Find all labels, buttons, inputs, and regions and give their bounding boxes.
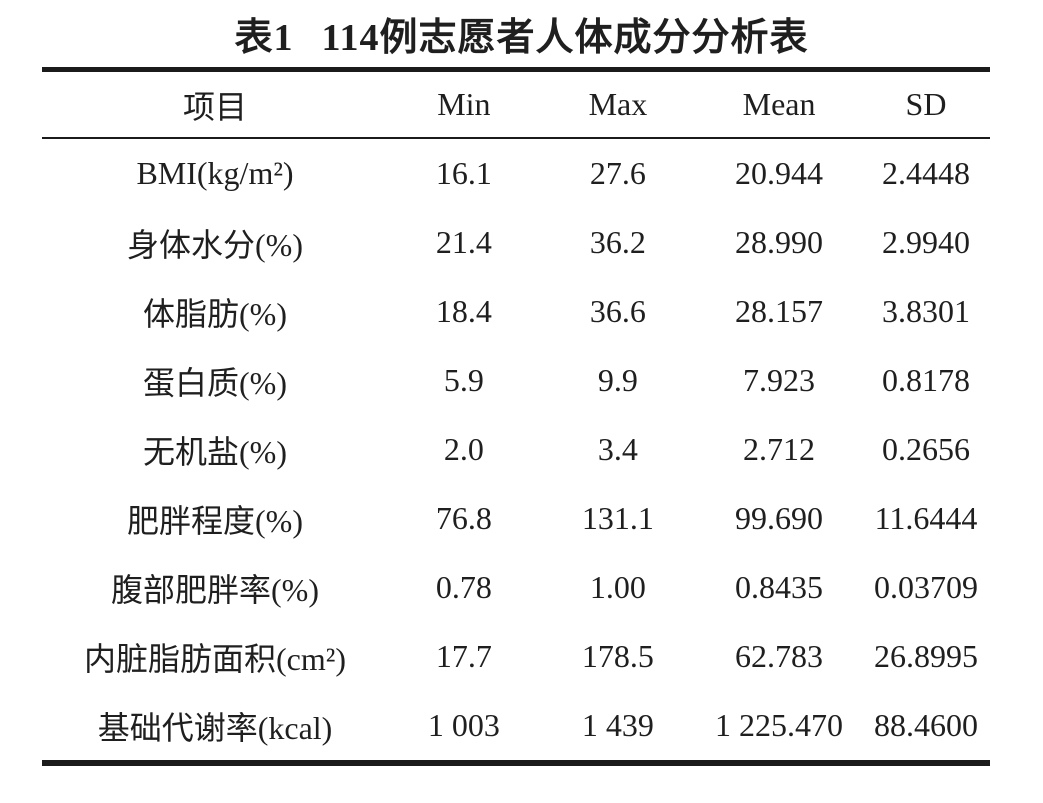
table-row: BMI(kg/m²) 16.1 27.6 20.944 2.4448 <box>42 138 990 208</box>
cell-mean: 20.944 <box>735 155 824 191</box>
cell-max: 131.1 <box>581 500 654 536</box>
cell-max: 1 439 <box>581 707 654 743</box>
cell-max: 27.6 <box>589 155 646 191</box>
cell-sd: 0.2656 <box>882 431 970 467</box>
cell-mean: 99.690 <box>735 500 824 536</box>
table-row: 蛋白质(%) 5.9 9.9 7.923 0.8178 <box>42 346 990 415</box>
column-header-sd: SD <box>862 69 990 139</box>
table-title-text: 114例志愿者人体成分分析表 <box>321 17 809 59</box>
cell-min: 0.78 <box>435 569 492 605</box>
row-label: 腹部肥胖率(%) <box>111 571 319 608</box>
cell-sd: 11.6444 <box>874 500 978 536</box>
row-label: 体脂肪(%) <box>143 295 287 332</box>
table-row: 体脂肪(%) 18.4 36.6 28.157 3.8301 <box>42 277 990 346</box>
table-title: 表1 114例志愿者人体成分分析表 <box>0 0 1043 67</box>
cell-min: 5.9 <box>443 362 484 398</box>
cell-max: 1.00 <box>589 569 646 605</box>
cell-min: 1 003 <box>427 707 500 743</box>
table-row: 内脏脂肪面积(cm²) 17.7 178.5 62.783 26.8995 <box>42 622 990 691</box>
column-header-max: Max <box>539 69 697 139</box>
cell-max: 178.5 <box>581 638 654 674</box>
cell-mean: 7.923 <box>743 362 816 398</box>
cell-sd: 2.4448 <box>882 155 970 191</box>
table-number: 表1 <box>234 17 294 59</box>
row-label: 蛋白质(%) <box>143 364 287 401</box>
cell-min: 76.8 <box>435 500 492 536</box>
cell-mean: 0.8435 <box>735 569 824 605</box>
column-header-min: Min <box>388 69 540 139</box>
column-header-mean: Mean <box>696 69 862 139</box>
cell-max: 3.4 <box>597 431 638 467</box>
cell-min: 21.4 <box>435 224 492 260</box>
cell-mean: 28.157 <box>735 293 824 329</box>
table-row: 身体水分(%) 21.4 36.2 28.990 2.9940 <box>42 208 990 277</box>
cell-sd: 0.8178 <box>882 362 970 398</box>
cell-sd: 88.4600 <box>874 707 978 743</box>
cell-mean: 28.990 <box>735 224 824 260</box>
row-label: 无机盐(%) <box>143 433 287 470</box>
cell-sd: 0.03709 <box>874 569 978 605</box>
cell-max: 36.6 <box>589 293 646 329</box>
column-header-item: 项目 <box>42 69 389 139</box>
row-label: 基础代谢率(kcal) <box>97 709 333 746</box>
row-label: BMI(kg/m²) <box>136 155 294 191</box>
row-label: 身体水分(%) <box>127 226 303 263</box>
cell-sd: 2.9940 <box>882 224 970 260</box>
cell-sd: 3.8301 <box>882 293 970 329</box>
cell-mean: 2.712 <box>743 431 816 467</box>
cell-sd: 26.8995 <box>874 638 978 674</box>
cell-min: 2.0 <box>443 431 484 467</box>
cell-min: 17.7 <box>435 638 492 674</box>
table-row: 无机盐(%) 2.0 3.4 2.712 0.2656 <box>42 415 990 484</box>
table-row: 肥胖程度(%) 76.8 131.1 99.690 11.6444 <box>42 484 990 553</box>
table-row: 腹部肥胖率(%) 0.78 1.00 0.8435 0.03709 <box>42 553 990 622</box>
table-row: 基础代谢率(kcal) 1 003 1 439 1 225.470 88.460… <box>42 691 990 763</box>
cell-mean: 62.783 <box>735 638 824 674</box>
row-label: 肥胖程度(%) <box>127 502 303 539</box>
cell-min: 18.4 <box>435 293 492 329</box>
header-row: 项目 Min Max Mean SD <box>42 69 990 139</box>
row-label: 内脏脂肪面积(cm²) <box>84 640 347 677</box>
cell-max: 36.2 <box>589 224 646 260</box>
cell-max: 9.9 <box>597 362 638 398</box>
cell-min: 16.1 <box>435 155 492 191</box>
cell-mean: 1 225.470 <box>715 707 844 743</box>
body-composition-table: 项目 Min Max Mean SD BMI(kg/m²) 16.1 27.6 … <box>42 67 990 766</box>
